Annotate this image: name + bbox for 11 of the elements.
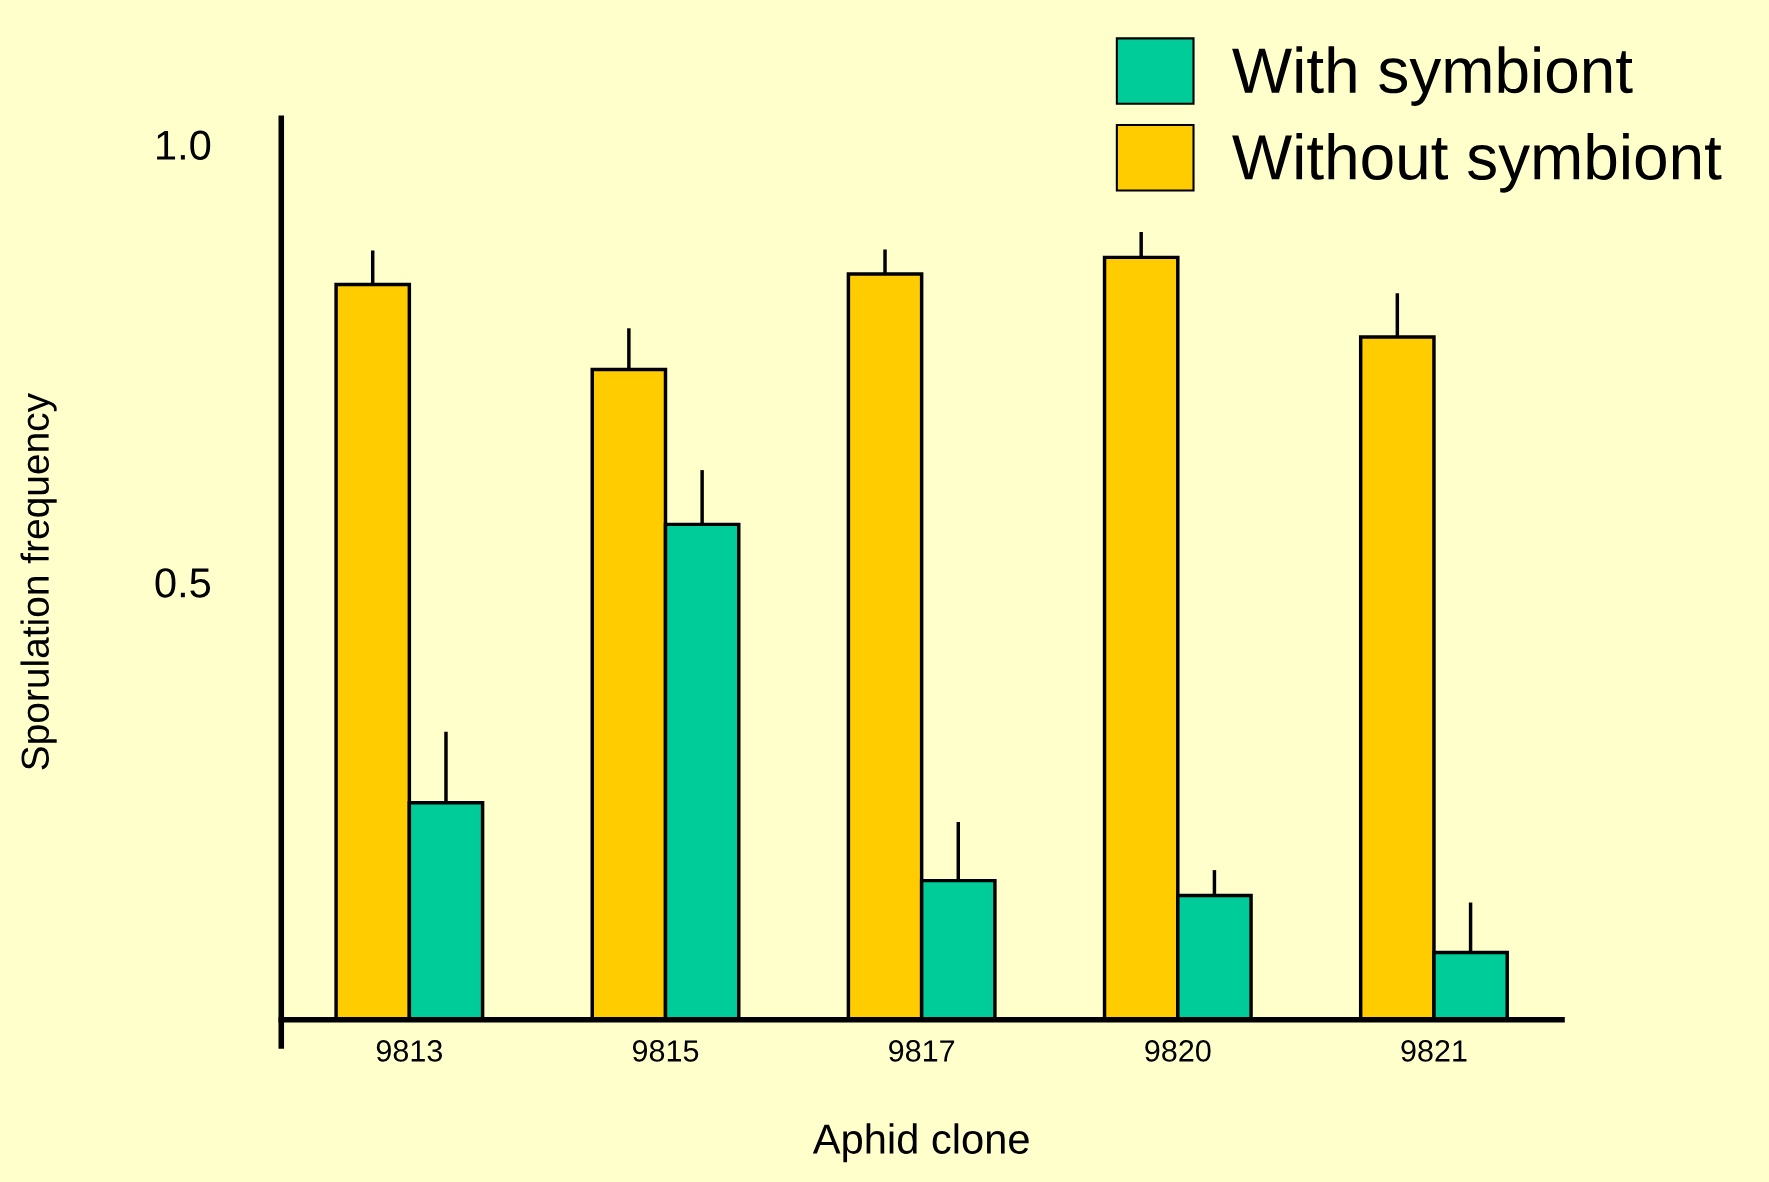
x-tick-label: 9815 [632, 1040, 699, 1062]
x-tick-label: 9820 [1145, 1040, 1211, 1062]
y-tick-label: 1.0 [157, 130, 211, 160]
x-axis-title: Aphid clone [812, 1123, 1029, 1163]
y-axis-title: Sporulation frequency [20, 393, 57, 770]
legend-label: With symbiont [1232, 46, 1633, 106]
x-tick-label: 9821 [1401, 1040, 1467, 1062]
y-tick-label: 0.5 [155, 568, 211, 598]
legend-label: Without symbiont [1232, 133, 1722, 193]
x-tick-label: 9813 [376, 1040, 442, 1062]
x-tick-label: 9817 [889, 1040, 955, 1062]
